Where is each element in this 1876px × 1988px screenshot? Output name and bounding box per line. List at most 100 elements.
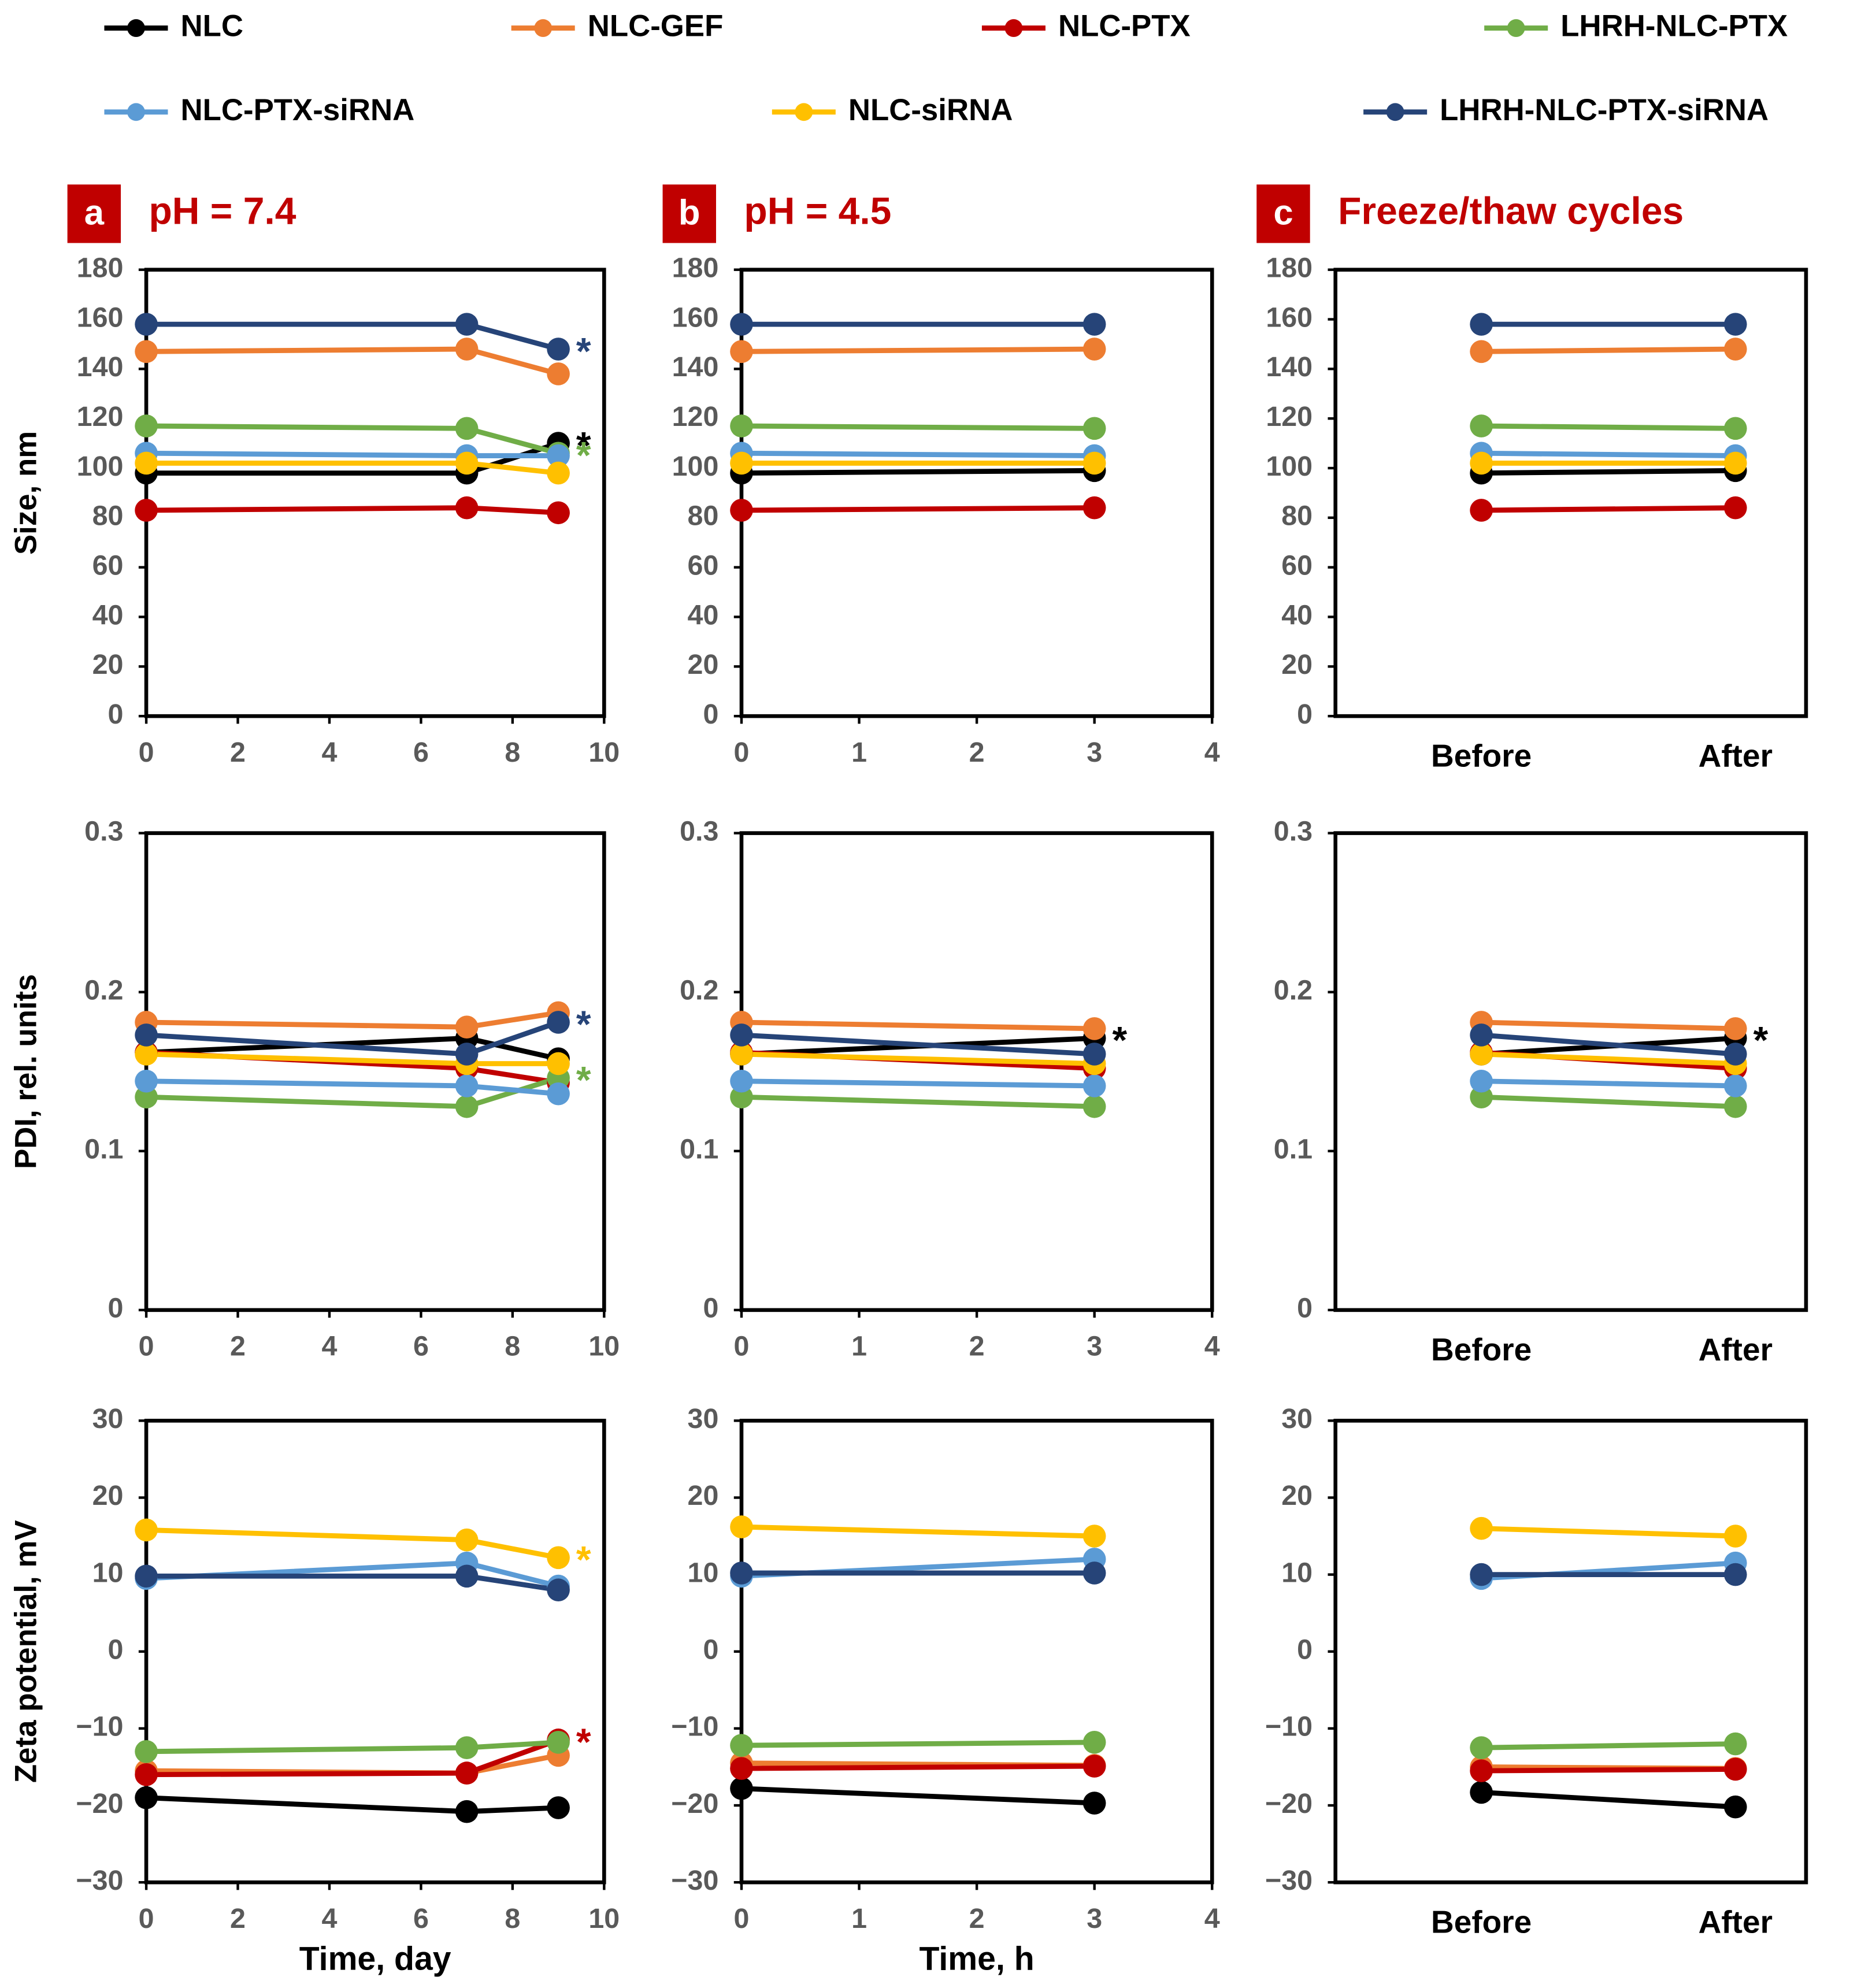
series-line xyxy=(741,1763,1095,1771)
legend-label: LHRH-NLC-PTX-siRNA xyxy=(1440,93,1769,127)
series-marker xyxy=(1724,1095,1747,1118)
series-marker xyxy=(730,1757,753,1780)
series-marker xyxy=(1082,1562,1106,1585)
y-tick-label: 140 xyxy=(77,351,124,383)
series-marker xyxy=(1470,1043,1493,1066)
series-line xyxy=(1481,1526,1736,1539)
series-marker xyxy=(1470,313,1493,336)
plot-frame xyxy=(1333,268,1808,718)
series-marker xyxy=(135,451,158,475)
series-marker xyxy=(1470,1023,1493,1047)
series-marker xyxy=(1470,1516,1493,1540)
series-line xyxy=(741,1019,1095,1032)
x-tick-label: 0 xyxy=(139,1903,154,1934)
plot-frame xyxy=(739,1419,1214,1885)
series-line xyxy=(741,423,1095,431)
annotation: * xyxy=(576,1003,591,1045)
series-marker xyxy=(1082,313,1106,336)
series-marker xyxy=(547,1546,570,1570)
y-tick-label: 30 xyxy=(688,1403,719,1434)
y-tick-label: 120 xyxy=(1266,401,1313,432)
series-marker xyxy=(730,499,753,522)
series-line xyxy=(1481,1789,1736,1810)
y-tick-label: 0.2 xyxy=(1274,974,1313,1006)
series-marker xyxy=(1082,1017,1106,1040)
series-marker xyxy=(135,1786,158,1809)
y-tick-label: 0 xyxy=(703,1293,718,1324)
y-tick-label: −10 xyxy=(671,1711,718,1742)
series-line xyxy=(1481,505,1736,513)
series-line xyxy=(146,1795,559,1815)
plot-frame xyxy=(1333,831,1808,1312)
x-tick-label: 0 xyxy=(139,737,154,768)
series-line xyxy=(1481,1019,1736,1032)
series-line xyxy=(146,423,559,456)
annotation: * xyxy=(576,1720,591,1763)
series-line xyxy=(1481,423,1736,431)
y-tick-label: 100 xyxy=(77,451,124,482)
x-tick-label: 6 xyxy=(413,737,429,768)
series-marker xyxy=(1470,1563,1493,1586)
plot-frame xyxy=(144,268,606,718)
y-tick-label: 20 xyxy=(688,649,719,680)
x-tick-label: 1 xyxy=(851,1903,867,1934)
series-marker xyxy=(1724,1563,1747,1586)
series-marker xyxy=(1470,1736,1493,1759)
y-tick-label: −30 xyxy=(671,1865,718,1896)
x-tick-label: 10 xyxy=(588,737,620,768)
series-line xyxy=(1481,450,1736,458)
series-marker xyxy=(1470,499,1493,522)
x-tick-label: Before xyxy=(1431,1904,1532,1939)
series-line xyxy=(146,1051,559,1066)
y-tick-label: 60 xyxy=(92,550,124,581)
series-marker xyxy=(1082,1755,1106,1778)
series-line xyxy=(1481,1741,1736,1750)
annotation: * xyxy=(576,1058,591,1101)
y-tick-label: 30 xyxy=(1281,1403,1313,1434)
series-marker xyxy=(1470,1759,1493,1782)
annotation: * xyxy=(1753,1019,1769,1062)
series-marker xyxy=(135,1023,158,1047)
series-line xyxy=(741,505,1095,513)
series-marker xyxy=(1082,1731,1106,1754)
legend-label: NLC-PTX xyxy=(1058,9,1191,43)
x-tick-label: 6 xyxy=(413,1903,429,1934)
series-line xyxy=(741,1524,1095,1539)
panel-label-box xyxy=(662,184,716,243)
series-line xyxy=(146,1573,559,1593)
series-line xyxy=(1481,1051,1736,1066)
x-tick-label: 4 xyxy=(1204,737,1220,768)
y-tick-label: 60 xyxy=(1281,550,1313,581)
series-line xyxy=(146,1010,559,1030)
x-tick-label: 3 xyxy=(1087,1903,1102,1934)
y-tick-label: 160 xyxy=(672,302,719,333)
series-marker xyxy=(135,1518,158,1542)
series-marker xyxy=(547,501,570,525)
series-marker xyxy=(455,451,479,475)
series-marker xyxy=(1724,1757,1747,1781)
series-marker xyxy=(1724,313,1747,336)
y-tick-label: 60 xyxy=(688,550,719,581)
series-line xyxy=(741,1786,1095,1806)
series-marker xyxy=(455,496,479,520)
x-tick-label: 4 xyxy=(1204,1903,1220,1934)
panel-label: c xyxy=(1273,192,1293,232)
series-marker xyxy=(455,1043,479,1066)
plot-frame xyxy=(144,831,606,1312)
series-marker xyxy=(1724,1043,1747,1066)
y-tick-label: 0.1 xyxy=(84,1134,123,1165)
y-tick-label: −20 xyxy=(1265,1788,1313,1819)
series-marker xyxy=(455,1074,479,1097)
series-marker xyxy=(455,1736,479,1759)
y-tick-label: 180 xyxy=(77,252,124,283)
y-tick-label: 80 xyxy=(688,500,719,532)
y-tick-label: 120 xyxy=(672,401,719,432)
x-tick-label: 6 xyxy=(413,1331,429,1362)
x-tick-label: After xyxy=(1699,1904,1773,1939)
y-tick-label: 0 xyxy=(108,1634,124,1666)
series-marker xyxy=(455,1761,479,1785)
y-tick-label: 40 xyxy=(92,599,124,630)
series-marker xyxy=(547,362,570,385)
panel-label-box xyxy=(67,184,121,243)
